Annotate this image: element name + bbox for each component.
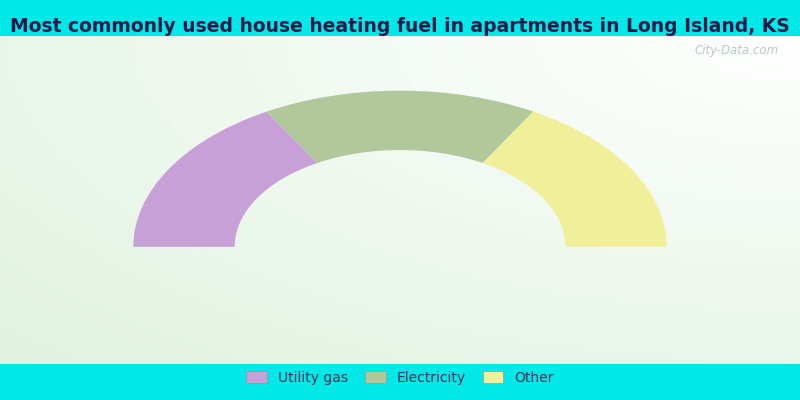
Wedge shape <box>134 112 318 247</box>
Legend: Utility gas, Electricity, Other: Utility gas, Electricity, Other <box>241 366 559 390</box>
Text: City-Data.com: City-Data.com <box>694 44 778 57</box>
Text: Most commonly used house heating fuel in apartments in Long Island, KS: Most commonly used house heating fuel in… <box>10 17 790 36</box>
Wedge shape <box>266 91 534 163</box>
Wedge shape <box>482 112 666 247</box>
